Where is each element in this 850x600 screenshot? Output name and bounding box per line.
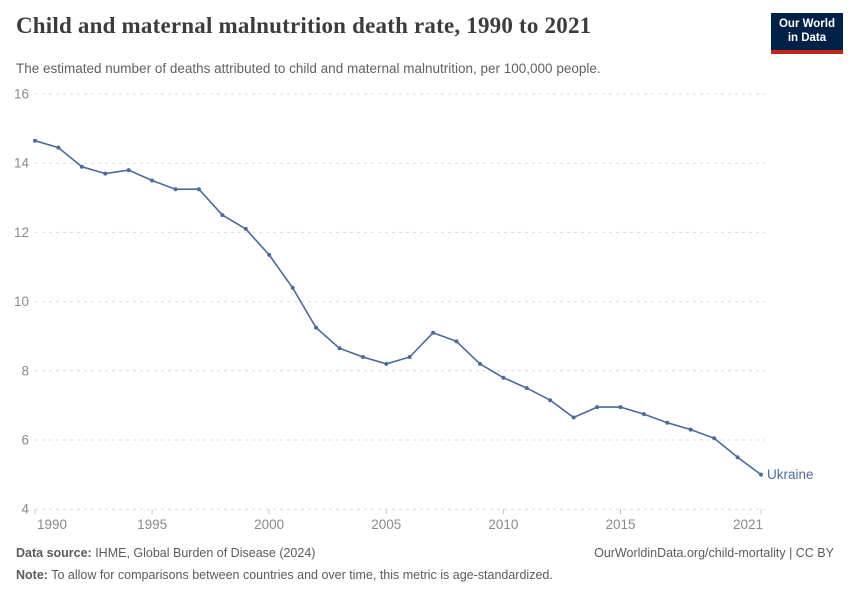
data-point[interactable] bbox=[79, 164, 84, 169]
data-point[interactable] bbox=[641, 412, 646, 417]
x-axis-label: 2005 bbox=[371, 517, 401, 532]
data-point[interactable] bbox=[337, 346, 342, 351]
x-axis-label: 2021 bbox=[733, 517, 763, 532]
data-point[interactable] bbox=[243, 226, 248, 231]
data-point[interactable] bbox=[196, 187, 201, 192]
y-axis-label: 10 bbox=[14, 294, 29, 309]
data-point[interactable] bbox=[431, 330, 436, 335]
x-axis-label: 1990 bbox=[37, 517, 67, 532]
owid-logo[interactable]: Our World in Data bbox=[770, 13, 843, 54]
y-axis-label: 8 bbox=[21, 363, 29, 378]
data-source-label: Data source: bbox=[16, 546, 92, 560]
data-point[interactable] bbox=[126, 168, 131, 173]
data-point[interactable] bbox=[712, 436, 717, 441]
note-label: Note: bbox=[16, 568, 48, 583]
owid-logo-line2: in Data bbox=[787, 31, 827, 44]
data-point[interactable] bbox=[314, 325, 318, 330]
data-point[interactable] bbox=[665, 420, 670, 425]
data-source: Data source: IHME, Global Burden of Dise… bbox=[16, 545, 315, 561]
x-axis-label: 1995 bbox=[137, 517, 167, 532]
y-axis-label: 6 bbox=[21, 433, 29, 448]
title-row: Child and maternal malnutrition death ra… bbox=[16, 13, 843, 54]
data-point[interactable] bbox=[220, 213, 225, 218]
data-point[interactable] bbox=[501, 375, 506, 380]
series-end-label[interactable]: Ukraine bbox=[767, 467, 814, 482]
y-axis-label: 12 bbox=[14, 225, 29, 240]
line-series-ukraine[interactable] bbox=[34, 139, 762, 476]
chart-header: Child and maternal malnutrition death ra… bbox=[16, 13, 843, 77]
chart-title: Child and maternal malnutrition death ra… bbox=[16, 13, 592, 38]
y-axis-label: 16 bbox=[14, 87, 29, 102]
x-axis-label: 2010 bbox=[488, 517, 518, 532]
footer-row: Data source: IHME, Global Burden of Dise… bbox=[16, 545, 834, 561]
data-point[interactable] bbox=[454, 339, 459, 344]
y-axis-label: 4 bbox=[21, 502, 29, 517]
citation-link[interactable]: OurWorldinData.org/child-mortality | CC … bbox=[594, 546, 834, 560]
data-point[interactable] bbox=[548, 398, 553, 403]
data-point[interactable] bbox=[384, 361, 389, 366]
owid-logo-line1: Our World bbox=[778, 18, 835, 30]
data-point[interactable] bbox=[150, 178, 155, 183]
footer-note: Note: To allow for comparisons between c… bbox=[16, 567, 834, 583]
data-point[interactable] bbox=[173, 187, 178, 192]
chart-subtitle: The estimated number of deaths attribute… bbox=[16, 60, 601, 76]
note-value: To allow for comparisons between countri… bbox=[47, 568, 553, 583]
chart-footer: Data source: IHME, Global Burden of Dise… bbox=[16, 545, 834, 584]
data-point[interactable] bbox=[735, 455, 740, 460]
data-point[interactable] bbox=[407, 355, 412, 359]
data-point[interactable] bbox=[103, 171, 108, 176]
data-point[interactable] bbox=[360, 355, 365, 359]
data-point[interactable] bbox=[524, 386, 529, 391]
data-point[interactable] bbox=[267, 252, 272, 257]
x-axis-label: 2000 bbox=[254, 517, 284, 532]
x-axis-label: 2015 bbox=[605, 517, 635, 532]
data-source-value: IHME, Global Burden of Disease (2024) bbox=[91, 546, 316, 560]
y-axis-label: 14 bbox=[14, 156, 30, 171]
data-point[interactable] bbox=[33, 138, 37, 143]
data-point[interactable] bbox=[56, 145, 61, 150]
data-point[interactable] bbox=[571, 415, 576, 420]
data-point[interactable] bbox=[759, 472, 763, 477]
data-point[interactable] bbox=[478, 361, 482, 366]
data-point[interactable] bbox=[688, 427, 693, 432]
data-point[interactable] bbox=[290, 285, 295, 290]
data-point[interactable] bbox=[595, 405, 600, 410]
data-point[interactable] bbox=[618, 405, 623, 410]
